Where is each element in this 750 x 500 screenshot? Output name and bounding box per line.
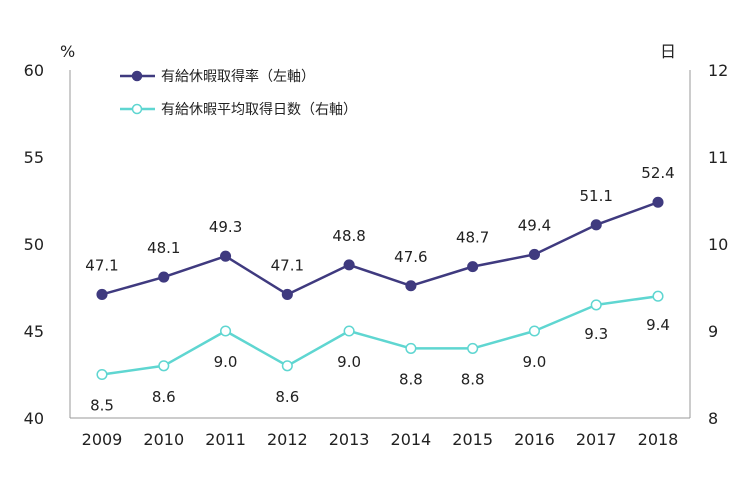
days-point (281, 360, 293, 372)
rate-point (528, 248, 540, 260)
right-tick-label: 12 (708, 61, 728, 80)
x-tick-label: 2015 (452, 430, 493, 449)
days-point (652, 290, 664, 302)
left-axis-ticks: 40 45 50 55 60 (24, 61, 44, 428)
x-tick-label: 2009 (82, 430, 123, 449)
legend-label-days: 有給休暇平均取得日数（右軸） (161, 101, 357, 118)
days-data-label: 8.6 (152, 388, 176, 406)
days-point (528, 325, 540, 337)
days-data-label: 9.4 (646, 316, 670, 334)
x-tick-label: 2012 (267, 430, 308, 449)
days-data-label: 9.0 (523, 353, 547, 371)
left-tick-label: 60 (24, 61, 44, 80)
rate-data-label: 48.1 (147, 239, 180, 257)
x-tick-label: 2018 (638, 430, 679, 449)
days-point (467, 342, 479, 354)
x-tick-label: 2010 (143, 430, 184, 449)
legend: 有給休暇取得率（左軸） 有給休暇平均取得日数（右軸） (120, 68, 357, 118)
rate-data-label: 47.1 (85, 256, 118, 274)
x-tick-label: 2013 (329, 430, 370, 449)
rate-point (343, 259, 355, 271)
left-axis-unit: % (60, 42, 75, 61)
rate-data-label: 48.8 (332, 227, 365, 245)
series-line-rate (101, 201, 659, 296)
days-data-label: 8.8 (461, 370, 485, 388)
rate-data-label: 47.6 (394, 248, 427, 266)
x-tick-label: 2011 (205, 430, 246, 449)
days-data-label: 9.0 (214, 353, 238, 371)
x-tick-label: 2017 (576, 430, 617, 449)
days-point (343, 325, 355, 337)
rate-data-label: 49.4 (518, 216, 551, 234)
left-tick-label: 40 (24, 409, 44, 428)
days-data-label: 9.3 (584, 325, 608, 343)
series-group: 47.1 48.1 49.3 47.1 48.8 47.6 48.7 49.4 51.1 52.4… (85, 164, 674, 414)
rate-point (158, 271, 170, 283)
rate-data-label: 51.1 (580, 187, 613, 205)
rate-point (652, 196, 664, 208)
axes: % 日 (60, 42, 691, 419)
right-tick-label: 9 (708, 322, 718, 341)
rate-point (220, 250, 232, 262)
left-tick-label: 50 (24, 235, 44, 254)
days-point (96, 368, 108, 381)
legend-marker-days (131, 103, 143, 115)
right-axis-unit: 日 (660, 42, 676, 61)
series-line-days (101, 294, 659, 376)
days-point (158, 360, 170, 372)
right-tick-label: 8 (708, 409, 718, 428)
days-data-label: 8.6 (275, 388, 299, 406)
left-tick-label: 45 (24, 322, 44, 341)
legend-label-rate: 有給休暇取得率（左軸） (161, 68, 315, 85)
rate-point (590, 219, 602, 231)
rate-data-label: 49.3 (209, 218, 242, 236)
rate-data-label: 52.4 (641, 164, 674, 182)
right-tick-label: 10 (708, 235, 728, 254)
days-point (405, 342, 417, 354)
x-axis-ticks: 2009 2010 2011 2012 2013 2014 2015 2016 2017 2018 (82, 430, 679, 449)
right-axis-ticks: 8 9 10 11 12 (708, 61, 728, 428)
rate-point (467, 261, 479, 273)
days-data-label: 8.8 (399, 370, 423, 388)
right-tick-label: 11 (708, 148, 728, 167)
legend-marker-rate (131, 70, 143, 82)
days-data-label: 8.5 (90, 397, 114, 415)
left-tick-label: 55 (24, 148, 44, 167)
rate-point (281, 288, 293, 301)
rate-data-label: 47.1 (271, 256, 304, 274)
rate-data-label: 48.7 (456, 229, 489, 247)
x-tick-label: 2016 (514, 430, 555, 449)
rate-point (405, 280, 417, 292)
x-tick-label: 2014 (391, 430, 432, 449)
rate-point (96, 288, 108, 301)
days-data-label: 9.0 (337, 353, 361, 371)
days-point (220, 325, 232, 337)
days-point (590, 299, 602, 311)
